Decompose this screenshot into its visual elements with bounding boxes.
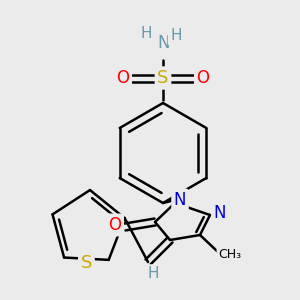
Text: CH₃: CH₃ — [218, 248, 242, 260]
Text: N: N — [174, 191, 186, 209]
Text: H: H — [170, 28, 182, 44]
Text: S: S — [81, 254, 92, 272]
Text: O: O — [109, 216, 122, 234]
Text: N: N — [158, 34, 170, 52]
Text: O: O — [196, 69, 209, 87]
Text: H: H — [147, 266, 159, 281]
Text: O: O — [116, 69, 130, 87]
Text: N: N — [214, 204, 226, 222]
Text: S: S — [157, 69, 169, 87]
Text: H: H — [140, 26, 152, 41]
